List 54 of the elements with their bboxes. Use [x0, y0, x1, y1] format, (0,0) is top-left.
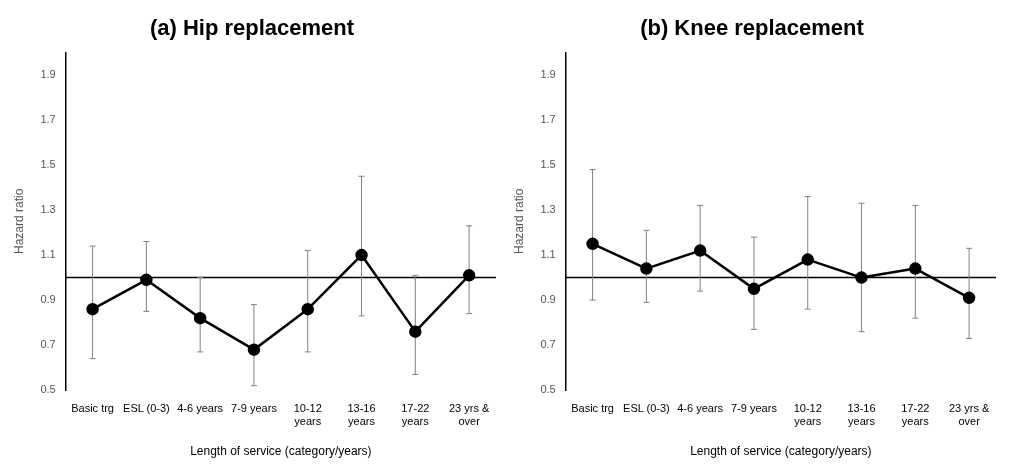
point	[355, 248, 368, 262]
x-tick-label: 7-9 years	[231, 401, 278, 414]
x-tick-label: 10-12 years	[293, 401, 322, 428]
x-tick-label: 10-12 years	[793, 401, 822, 428]
point	[140, 273, 153, 287]
point	[693, 244, 707, 257]
x-tick-label: 17-22 years	[401, 401, 430, 428]
x-axis-title: Length of service (category/years)	[690, 444, 872, 459]
y-tick-label: 0.5	[40, 383, 56, 396]
x-axis-title: Length of service (category/years)	[190, 444, 372, 459]
y-tick-label: 1.1	[40, 248, 56, 261]
y-tick-label: 1.3	[540, 203, 556, 216]
y-tick-label: 1.3	[40, 203, 56, 216]
y-tick-label: 1.5	[40, 158, 56, 171]
point	[801, 253, 814, 266]
point	[640, 262, 653, 275]
point	[909, 262, 922, 275]
point	[462, 269, 476, 282]
x-tick-label: 17-22 years	[901, 401, 930, 428]
y-tick-label: 0.7	[540, 338, 556, 351]
y-tick-label: 0.9	[540, 293, 556, 306]
y-tick-label: 1.9	[540, 67, 556, 80]
y-tick-label: 1.9	[40, 67, 56, 80]
x-tick-label: 13-16 years	[347, 401, 376, 428]
point	[855, 271, 868, 284]
x-tick-label: 7-9 years	[731, 401, 778, 414]
point	[747, 282, 761, 296]
y-tick-label: 1.7	[540, 112, 556, 125]
x-tick-label: ESL (0-3)	[123, 401, 170, 414]
x-tick-label: 23 yrs & over	[948, 401, 990, 428]
x-tick-label: 4-6 years	[177, 401, 224, 414]
x-tick-label: 4-6 years	[677, 401, 724, 414]
x-tick-label: Basic trg	[571, 401, 614, 414]
y-axis-title: Hazard ratio	[511, 188, 526, 254]
x-tick-label: 13-16 years	[847, 401, 876, 428]
point	[86, 302, 99, 316]
point	[301, 302, 314, 316]
y-tick-label: 1.1	[540, 248, 556, 261]
y-tick-label: 0.9	[40, 293, 56, 306]
chart-title: (b) Knee replacement	[640, 15, 865, 41]
x-tick-label: Basic trg	[71, 401, 114, 414]
point	[586, 237, 599, 251]
point	[193, 311, 207, 325]
y-axis-title: Hazard ratio	[11, 188, 26, 254]
point	[247, 343, 261, 356]
y-tick-label: 1.7	[40, 112, 56, 125]
y-tick-label: 0.5	[540, 383, 556, 396]
x-tick-label: 23 yrs & over	[448, 401, 490, 428]
x-tick-label: ESL (0-3)	[623, 401, 670, 414]
chart-title: (a) Hip replacement	[149, 15, 355, 41]
point	[962, 291, 976, 305]
y-tick-label: 0.7	[40, 338, 56, 351]
y-tick-label: 1.5	[540, 158, 556, 171]
point	[409, 325, 422, 338]
